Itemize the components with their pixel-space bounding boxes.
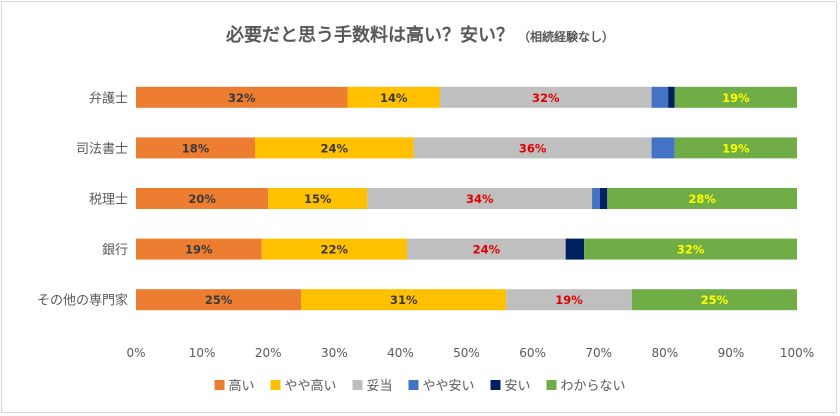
x-tick-label: 30%	[321, 346, 348, 360]
legend-label: 安い	[505, 379, 531, 394]
legend: 高い やや高い 妥当 やや安い 安い わからない	[214, 378, 626, 394]
data-label: 25%	[701, 293, 729, 307]
data-label: 14%	[380, 91, 408, 105]
data-label: 36%	[519, 141, 547, 155]
data-label: 20%	[188, 192, 216, 206]
bar-segment	[651, 86, 669, 108]
data-label: 25%	[205, 293, 233, 307]
bar-segment	[607, 188, 797, 209]
bar-segment	[592, 188, 601, 209]
bar-segment	[254, 137, 414, 159]
chart-subtitle: （相続経験なし）	[518, 29, 614, 44]
bar-segment	[407, 238, 566, 260]
plot-area: 弁護士 32% 14% 32% 19% 司法書士 18% 24% 36% 19% 税理士 20% 15%…	[37, 86, 814, 360]
category-label: 弁護士	[89, 90, 128, 106]
data-label: 18%	[182, 141, 210, 155]
bar-segment	[347, 86, 441, 108]
data-label: 32%	[228, 91, 256, 105]
x-tick-label: 60%	[519, 346, 546, 360]
data-label: 19%	[722, 91, 750, 105]
bar-segment	[136, 86, 348, 108]
x-tick-label: 40%	[387, 346, 414, 360]
legend-swatch	[352, 380, 363, 390]
data-label: 19%	[185, 243, 213, 257]
data-label: 32%	[532, 91, 560, 105]
data-label: 24%	[473, 243, 501, 257]
legend-label: やや高い	[285, 378, 337, 394]
bar-segment	[651, 137, 675, 159]
bar-segment	[565, 238, 585, 260]
data-label: 19%	[555, 293, 583, 307]
legend-swatch	[408, 380, 419, 390]
bar-segment	[631, 289, 797, 311]
legend-swatch	[490, 380, 501, 390]
legend-label: わからない	[561, 379, 626, 394]
bar-segment	[584, 238, 797, 260]
bar-segment	[367, 188, 593, 209]
legend-label: 妥当	[367, 379, 393, 394]
category-label: 銀行	[102, 243, 128, 258]
category-label: その他の専門家	[37, 293, 128, 309]
legend-label: やや安い	[423, 379, 475, 394]
bar-segment	[268, 188, 368, 209]
x-tick-label: 50%	[453, 346, 480, 360]
bar-segment	[136, 238, 262, 260]
category-label: 司法書士	[76, 142, 128, 157]
bar-segment	[600, 188, 608, 209]
bar-segment	[440, 86, 652, 108]
chart-title: 必要だと思う手数料は高い？安い？ （相続経験なし）	[225, 24, 614, 46]
bar-segment	[506, 289, 632, 311]
x-tick-label: 0%	[126, 346, 145, 360]
legend-swatch	[214, 380, 225, 390]
bar-segment	[674, 86, 797, 108]
x-tick-label: 20%	[255, 346, 282, 360]
x-tick-label: 90%	[718, 346, 745, 360]
bar-segment	[136, 289, 302, 311]
bar-segment	[301, 289, 507, 311]
data-label: 24%	[321, 141, 349, 155]
chart-title-main: 必要だと思う手数料は高い？安い？	[225, 24, 514, 46]
bar-segment	[674, 137, 797, 159]
category-label: 税理士	[89, 193, 128, 208]
x-tick-label: 10%	[189, 346, 216, 360]
x-tick-label: 80%	[651, 346, 678, 360]
data-label: 32%	[677, 243, 705, 257]
bar-segment	[413, 137, 652, 159]
x-tick-label: 100%	[780, 346, 814, 360]
legend-label: 高い	[229, 378, 255, 394]
bar-segment	[136, 188, 269, 209]
legend-swatch	[270, 380, 281, 390]
x-tick-label: 70%	[585, 346, 612, 360]
data-label: 34%	[466, 192, 494, 206]
data-label: 31%	[390, 293, 418, 307]
data-label: 28%	[688, 192, 716, 206]
data-label: 19%	[722, 141, 750, 155]
bar-segment	[668, 86, 675, 108]
data-label: 15%	[304, 192, 332, 206]
bar-segment	[136, 137, 255, 159]
legend-swatch	[546, 380, 557, 390]
data-label: 22%	[321, 243, 349, 257]
bar-segment	[261, 238, 408, 260]
